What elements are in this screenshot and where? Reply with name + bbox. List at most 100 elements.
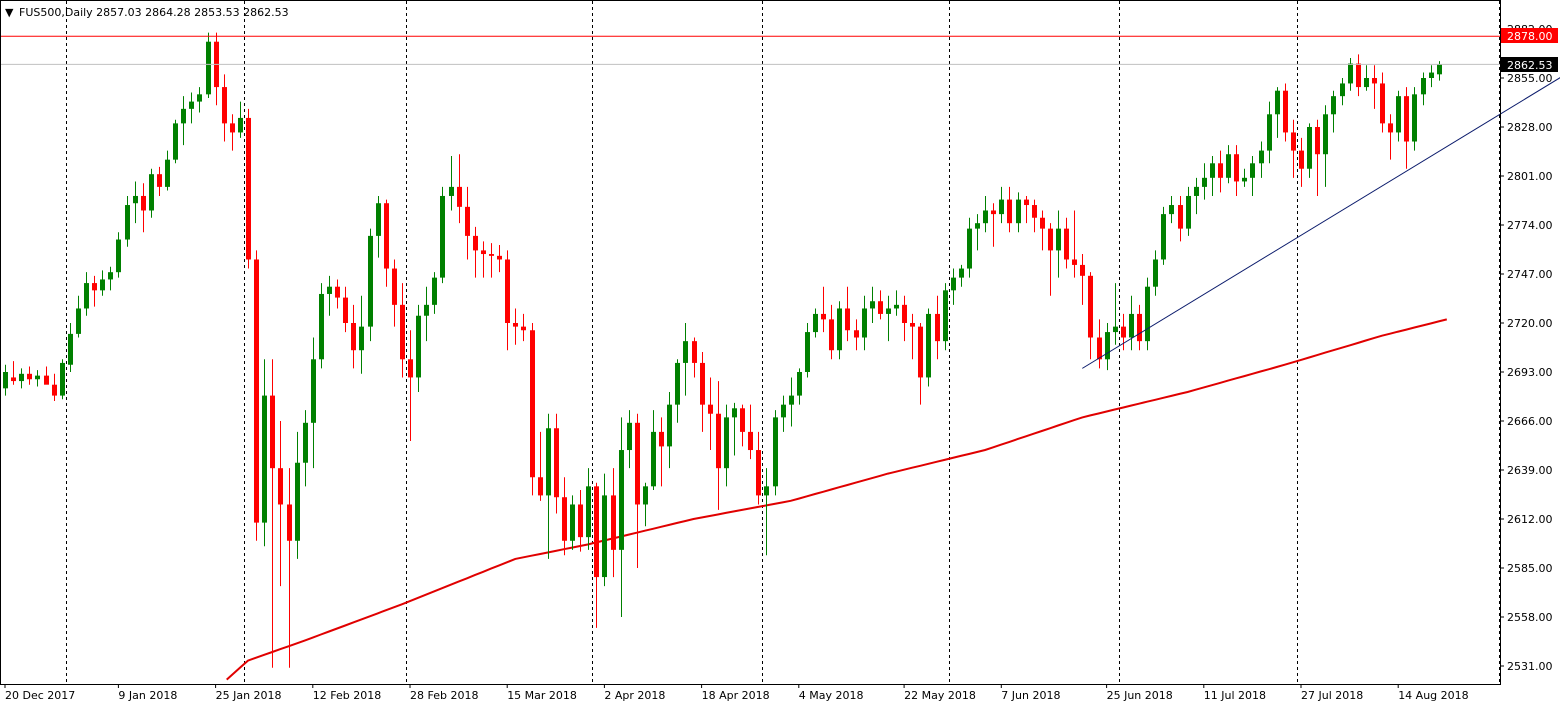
candle (1429, 65, 1434, 88)
candle (1421, 72, 1426, 106)
x-tick-label: 18 Apr 2018 (702, 689, 770, 702)
candle-body (392, 268, 397, 305)
candle (392, 259, 397, 327)
candle-body (19, 373, 24, 382)
candle (643, 482, 648, 527)
candle-body (335, 286, 340, 298)
candle (44, 366, 49, 385)
candle (870, 286, 875, 323)
candle-body (862, 308, 867, 338)
candle-body (1137, 313, 1142, 342)
y-tick-label: 2774.00 (1507, 219, 1553, 232)
candle-body (1299, 150, 1304, 169)
candle-body (1380, 83, 1385, 124)
candle (68, 322, 73, 372)
candle (902, 295, 907, 342)
candle (1299, 137, 1304, 187)
candle-body (125, 205, 130, 240)
candle-body (327, 286, 332, 294)
candle-body (449, 186, 454, 196)
candle-body (991, 210, 996, 215)
candle-body (68, 333, 73, 365)
x-tick-label: 4 May 2018 (799, 689, 864, 702)
candle (926, 308, 931, 387)
candle-body (1194, 186, 1199, 196)
candle (19, 368, 24, 389)
candle-body (481, 250, 486, 255)
candle-body (1007, 199, 1012, 224)
candle (384, 199, 389, 287)
overlays-layer (0, 35, 1560, 369)
x-tick-label: 12 Feb 2018 (313, 689, 381, 702)
candle-body (1429, 72, 1434, 78)
candle (424, 286, 429, 342)
candle (197, 87, 202, 113)
candle (724, 404, 729, 487)
candle-body (230, 123, 235, 133)
candle-body (181, 108, 186, 124)
candle-body (76, 308, 81, 334)
candle (1169, 195, 1174, 224)
candle (797, 368, 802, 405)
candle-body (797, 371, 802, 396)
candle (659, 417, 664, 487)
candle (319, 283, 324, 369)
candle-body (1307, 126, 1312, 169)
candle (1202, 163, 1207, 200)
candle-body (1226, 154, 1231, 178)
x-tick-label: 7 Jun 2018 (1001, 689, 1060, 702)
candle-body (1064, 228, 1069, 260)
candle-body (967, 228, 972, 269)
x-tick-label: 14 Aug 2018 (1398, 689, 1468, 702)
candle (1007, 186, 1012, 233)
y-tick-label: 2585.00 (1507, 562, 1553, 575)
x-tick-label: 20 Dec 2017 (5, 689, 75, 702)
candle (951, 268, 956, 305)
candle (1080, 254, 1085, 305)
candle (935, 295, 940, 360)
candle (845, 286, 850, 342)
candle-body (1250, 163, 1255, 178)
candle-body (1323, 114, 1328, 155)
candle (327, 275, 332, 316)
candle-body (1129, 313, 1134, 338)
header-arrow[interactable]: ▼ (5, 6, 14, 19)
candle-body (959, 268, 964, 278)
candle-body (197, 94, 202, 102)
candle-body (303, 422, 308, 463)
candle (416, 304, 421, 392)
candle (3, 364, 8, 396)
candle (1161, 206, 1166, 265)
candle-body (1178, 205, 1183, 229)
candle (1275, 87, 1280, 138)
candle (756, 431, 761, 505)
candle (918, 322, 923, 405)
candle (489, 243, 494, 278)
candle-body (764, 486, 769, 496)
y-tick-label: 2639.00 (1507, 464, 1553, 477)
candle (878, 290, 883, 320)
candle (829, 304, 834, 360)
candle (376, 195, 381, 258)
candle (748, 404, 753, 460)
candle (1372, 65, 1377, 109)
candle-body (854, 330, 859, 338)
candle-body (189, 101, 194, 109)
y-tick-label: 2855.00 (1507, 72, 1553, 85)
candle (246, 108, 251, 269)
candle-body (440, 195, 445, 278)
candle-body (505, 259, 510, 323)
candle-body (570, 504, 575, 541)
candle-body (1437, 64, 1442, 75)
candle-body (627, 422, 632, 451)
candle (999, 186, 1004, 224)
candle (667, 391, 672, 469)
candle-body (1315, 126, 1320, 155)
candle-body (602, 495, 607, 578)
candle-body (643, 486, 648, 505)
candle (740, 404, 745, 447)
candle (60, 359, 65, 400)
candle (206, 32, 211, 98)
y-tick-label: 2693.00 (1507, 366, 1553, 379)
